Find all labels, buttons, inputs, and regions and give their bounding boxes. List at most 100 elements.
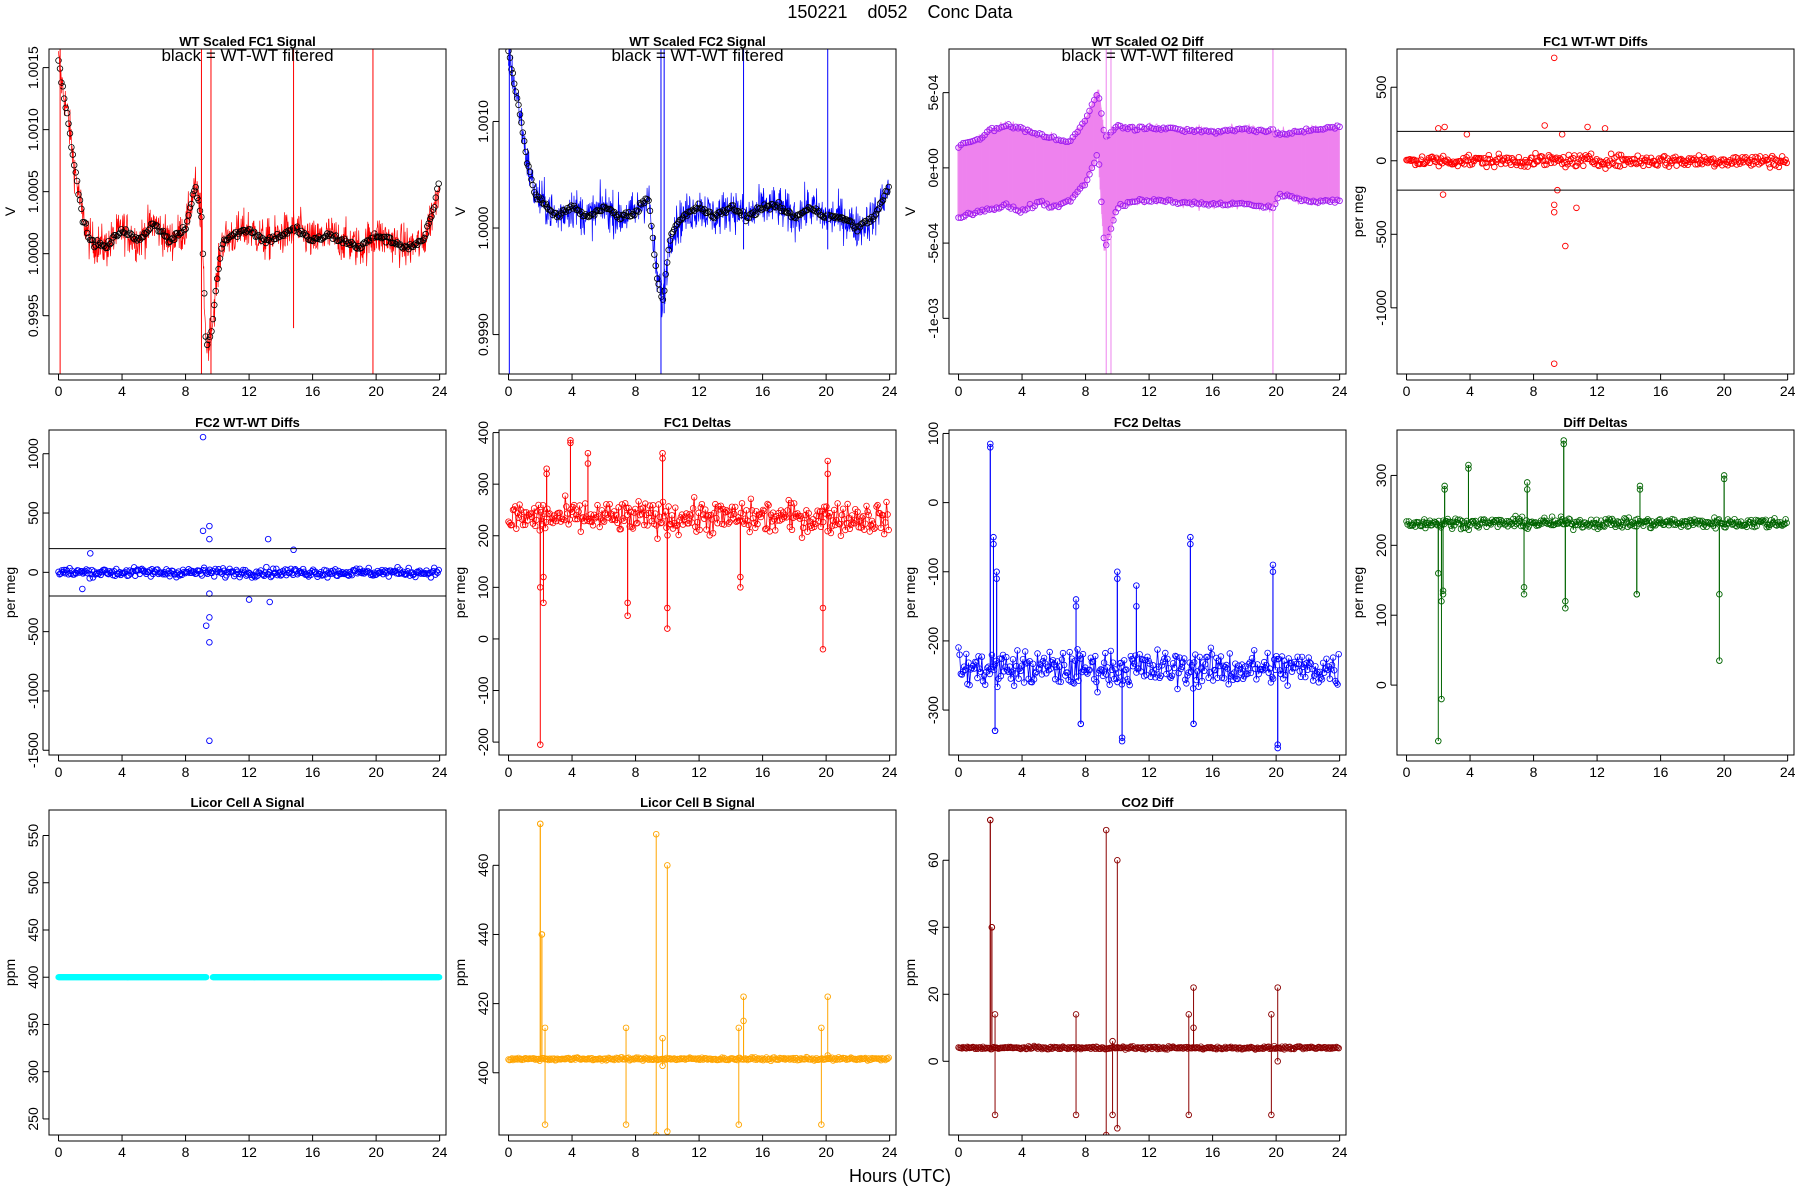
delta-point [988,651,996,659]
filtered-point [259,235,267,242]
diff-point [1673,162,1680,169]
delta-point [1284,682,1291,689]
delta-point [1318,676,1326,683]
diff-outlier-point [1435,125,1442,132]
delta-point [1407,521,1415,528]
panel-p6: 0 4 8 12 16 20 24 -200 -100 0 100 200 300 400 per meg F… [452,415,898,780]
delta-point [678,511,686,518]
delta-point [883,498,890,506]
filtered-point [1255,126,1262,134]
filtered-point [63,109,71,117]
filtered-point [183,218,191,225]
filtered-point [648,222,655,230]
delta-point [610,508,618,515]
filtered-point [729,202,737,209]
delta-point [1663,518,1670,525]
diff-point [1444,156,1451,164]
delta-point [1003,653,1010,661]
diff-point [1782,156,1789,164]
filtered-point [521,137,528,145]
delta-point [1292,664,1299,671]
delta-point [1303,660,1310,667]
diff-point [1508,155,1516,162]
delta-point [689,505,697,512]
event-point [737,573,744,581]
delta-point [765,502,772,509]
x-tick-label: 20 [818,383,834,399]
delta-point [708,516,716,523]
diff-point [1543,161,1550,168]
filtered-point [513,95,521,102]
delta-point [1142,657,1149,664]
delta-point [842,526,849,534]
filtered-point [964,139,972,146]
y-tick-label: 400 [475,421,491,445]
x-tick-label: 4 [1466,383,1474,399]
diff-point [1701,153,1708,161]
delta-point [590,511,598,518]
delta-point [975,653,982,660]
filtered-point [192,183,199,191]
delta-point [1102,649,1109,657]
filtered-point [1129,198,1136,205]
y-tick-label: 1.0010 [25,108,41,151]
diff-point [1418,153,1426,160]
delta-point [534,508,541,515]
delta-point [705,511,712,519]
panel-subtitle: black = WT-WT filtered [611,46,783,65]
delta-point [1057,678,1064,686]
plot-frame [48,809,447,1136]
filtered-point [1336,197,1343,205]
filtered-point [65,120,72,127]
delta-point [635,498,642,505]
delta-point [1096,667,1103,674]
delta-point [1178,663,1186,671]
delta-point [1066,648,1073,656]
delta-point [605,514,612,521]
delta-point [1190,659,1198,666]
delta-point [1625,514,1632,521]
delta-point [600,518,608,525]
filtered-point [628,212,635,220]
x-tick-label: 4 [118,764,126,780]
delta-point [512,503,519,510]
delta-point [1045,1045,1052,1053]
event-point [1274,744,1281,752]
filtered-point [668,230,675,237]
delta-point [634,519,641,527]
event-point [987,444,994,451]
x-tick-label: 0 [505,1144,513,1160]
panel-p3: 0 4 8 12 16 20 24 -1e-03 -5e-04 0e+00 5e-04 V WT Sca… [902,34,1348,399]
y-tick-label: 0 [1373,157,1389,165]
diff-point [334,572,341,580]
filtered-point [522,148,529,156]
delta-point [1747,516,1755,524]
filtered-point [432,194,439,201]
diff-point [1479,159,1487,167]
delta-point [1159,658,1167,665]
delta-point [1220,675,1228,682]
filtered-point [556,213,564,220]
filtered-point [66,130,74,137]
filtered-point [181,226,188,234]
diff-outlier-point [264,535,272,543]
delta-point [854,508,861,515]
filtered-point [1200,201,1208,208]
x-tick-label: 20 [368,1144,384,1160]
panel-p1: 0 4 8 12 16 20 24 0.9995 1.0000 1.0005 1.0010 1.001… [2,34,448,399]
filtered-point [835,213,842,220]
filtered-point [338,236,345,243]
x-tick-label: 8 [1082,383,1090,399]
filtered-point [666,237,674,244]
filtered-point [1062,138,1069,145]
filtered-point [82,220,89,227]
plot-frame [948,48,1347,375]
delta-point [1146,660,1153,667]
x-tick-label: 8 [632,383,640,399]
diff-point [1677,155,1685,163]
y-tick-label: 1.0000 [25,232,41,275]
filtered-point [506,54,514,61]
delta-point [797,513,805,520]
filtered-point [646,207,654,214]
diff-point [1517,162,1525,170]
